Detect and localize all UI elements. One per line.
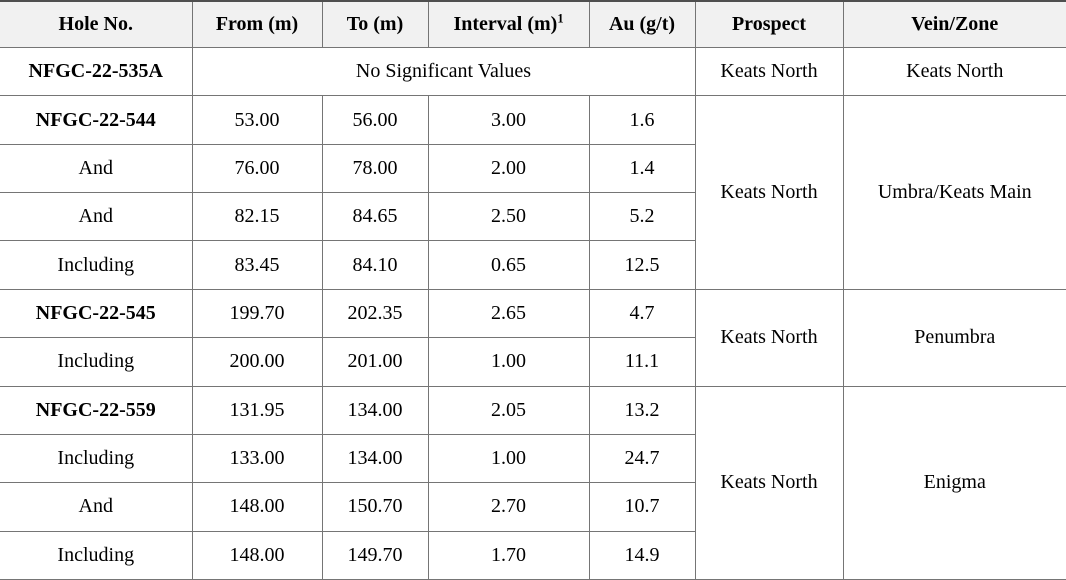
cell-interval: 1.00 (427, 433, 590, 484)
col-header-hole-no: Hole No. (0, 1, 193, 48)
col-header-vein-zone: Vein/Zone (842, 1, 1066, 48)
cell-au: 1.6 (588, 95, 696, 145)
cell-hole-no: NFGC-22-559 (0, 385, 193, 435)
cell-from: 148.00 (191, 530, 323, 580)
col-header-prospect: Prospect (694, 1, 844, 48)
table-row: And 148.00 150.70 2.70 10.7 (0, 482, 1066, 532)
cell-to: 56.00 (321, 95, 429, 145)
col-header-from: From (m) (191, 1, 323, 48)
cell-hole-no: NFGC-22-545 (0, 288, 193, 339)
cell-to: 78.00 (321, 143, 429, 194)
cell-to: 134.00 (321, 433, 429, 484)
col-header-to: To (m) (321, 1, 429, 48)
cell-from: 199.70 (191, 288, 323, 339)
cell-prospect: Keats North (694, 46, 844, 97)
cell-vein-zone: Enigma (842, 385, 1066, 580)
cell-interval: 0.65 (427, 240, 590, 290)
table-row: Including 200.00 201.00 1.00 11.1 (0, 337, 1066, 387)
col-header-interval-label: Interval (m) (453, 13, 558, 35)
cell-prospect: Keats North (694, 95, 844, 290)
table-row: Including 83.45 84.10 0.65 12.5 (0, 240, 1066, 290)
cell-to: 202.35 (321, 288, 429, 339)
table-row: NFGC-22-559 131.95 134.00 2.05 13.2 Keat… (0, 385, 1066, 580)
table-row: NFGC-22-545 199.70 202.35 2.65 4.7 Keats… (0, 288, 1066, 387)
cell-au: 24.7 (588, 433, 696, 484)
cell-vein-zone: Umbra/Keats Main (842, 95, 1066, 290)
cell-interval: 1.70 (427, 530, 590, 580)
cell-au: 13.2 (588, 385, 696, 435)
cell-from: 76.00 (191, 143, 323, 194)
cell-interval: 2.05 (427, 385, 590, 435)
cell-hole-no: And (0, 192, 193, 242)
cell-au: 5.2 (588, 192, 696, 242)
cell-au: 12.5 (588, 240, 696, 290)
table-row: And 82.15 84.65 2.50 5.2 (0, 192, 1066, 242)
footnote-marker: 1 (557, 11, 564, 26)
cell-from: 133.00 (191, 433, 323, 484)
cell-hole-no: NFGC-22-535A (0, 46, 193, 97)
cell-to: 84.65 (321, 192, 429, 242)
cell-interval: 2.65 (427, 288, 590, 339)
cell-interval: 1.00 (427, 337, 590, 387)
col-header-au: Au (g/t) (588, 1, 696, 48)
cell-to: 201.00 (321, 337, 429, 387)
cell-to: 84.10 (321, 240, 429, 290)
cell-from: 131.95 (191, 385, 323, 435)
cell-au: 14.9 (588, 530, 696, 580)
cell-from: 148.00 (191, 482, 323, 532)
cell-au: 1.4 (588, 143, 696, 194)
cell-hole-no: And (0, 482, 193, 532)
cell-to: 149.70 (321, 530, 429, 580)
cell-au: 10.7 (588, 482, 696, 532)
cell-au: 11.1 (588, 337, 696, 387)
col-header-interval: Interval (m)1 (427, 1, 590, 48)
cell-hole-no: Including (0, 337, 193, 387)
cell-to: 150.70 (321, 482, 429, 532)
cell-no-significant-values: No Significant Values (191, 46, 696, 97)
cell-au: 4.7 (588, 288, 696, 339)
cell-interval: 3.00 (427, 95, 590, 145)
cell-from: 53.00 (191, 95, 323, 145)
cell-hole-no: Including (0, 530, 193, 580)
table-row: Including 133.00 134.00 1.00 24.7 (0, 433, 1066, 484)
cell-to: 134.00 (321, 385, 429, 435)
table-row: Including 148.00 149.70 1.70 14.9 (0, 530, 1066, 580)
cell-hole-no: Including (0, 240, 193, 290)
table-row: NFGC-22-535A No Significant Values Keats… (0, 46, 1066, 97)
cell-hole-no: And (0, 143, 193, 194)
header-row: Hole No. From (m) To (m) Interval (m)1 A… (0, 1, 1066, 48)
table-row: NFGC-22-544 53.00 56.00 3.00 1.6 Keats N… (0, 95, 1066, 290)
cell-vein-zone: Keats North (842, 46, 1066, 97)
cell-prospect: Keats North (694, 288, 844, 387)
cell-interval: 2.00 (427, 143, 590, 194)
cell-from: 82.15 (191, 192, 323, 242)
cell-vein-zone: Penumbra (842, 288, 1066, 387)
cell-from: 83.45 (191, 240, 323, 290)
cell-from: 200.00 (191, 337, 323, 387)
cell-prospect: Keats North (694, 385, 844, 580)
cell-hole-no: NFGC-22-544 (0, 95, 193, 145)
cell-interval: 2.70 (427, 482, 590, 532)
cell-interval: 2.50 (427, 192, 590, 242)
cell-hole-no: Including (0, 433, 193, 484)
